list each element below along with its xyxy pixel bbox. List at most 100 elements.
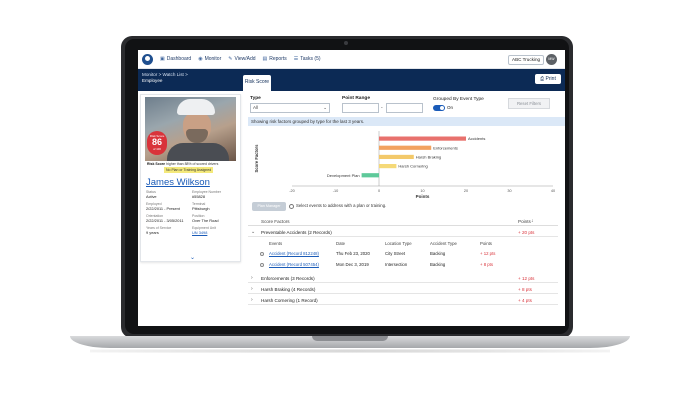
bar <box>379 154 414 160</box>
chevron-down-icon[interactable]: ⌄ <box>190 255 196 261</box>
field-years-of-service: Years of Service 9 years <box>146 226 192 235</box>
type-label: Type <box>250 96 261 101</box>
x-tick-label: 40 <box>551 189 555 193</box>
photo-shirt <box>167 143 229 161</box>
breadcrumb-path[interactable]: Monitor > Watch List > <box>142 72 188 77</box>
table-row-group[interactable]: › Harsh Cornering (1 Record) + 4 pts <box>248 295 558 305</box>
nav-view-add-label: View/Add <box>234 56 256 62</box>
bar <box>379 145 432 150</box>
plan-instructions: Select events to address with a plan or … <box>296 203 387 208</box>
photo-beard <box>186 129 208 143</box>
field-equipment-unit: Equipment Unit UN 3498 <box>192 226 238 235</box>
table-row-group[interactable]: ⌄ Preventable Accidents (2 Records) + 20… <box>248 227 558 237</box>
nav-monitor[interactable]: ◉ Monitor <box>198 56 221 62</box>
dashboard-icon: ▣ <box>160 56 165 62</box>
tab-risk-score[interactable]: Risk Score <box>243 75 271 91</box>
chevron-right-icon: › <box>251 286 253 292</box>
group-name: Harsh Braking (4 Records) <box>261 286 316 292</box>
grouped-toggle[interactable] <box>433 105 445 111</box>
nav-reports[interactable]: ▤ Reports <box>263 56 287 62</box>
risk-score-of: of 100 <box>153 147 161 151</box>
event-link[interactable]: Accident (Record 812248) <box>269 251 319 256</box>
view-add-icon: ✎ <box>228 56 233 62</box>
laptop-notch <box>312 336 388 341</box>
page-header: Monitor > Watch List > Employee Risk Sco… <box>138 69 565 91</box>
bar-label: Harsh Cornering <box>398 164 427 169</box>
grouped-label: Grouped By Event Type <box>433 97 484 102</box>
event-accident-type: Backing <box>430 251 446 256</box>
field-value: Over The Road <box>192 218 219 223</box>
equipment-unit-link[interactable]: UN 3498 <box>192 230 208 235</box>
type-select[interactable]: All ⌄ <box>250 103 330 113</box>
field-key: Terminal <box>192 202 206 206</box>
event-date: Mon Dec 3, 2019 <box>336 262 369 267</box>
reset-filters-button[interactable]: Reset Filters <box>508 98 550 109</box>
bar-label: Harsh Braking <box>416 154 441 159</box>
app-screen: ▣ Dashboard ◉ Monitor ✎ View/Add ▤ Reports ☰… <box>138 50 565 326</box>
table-row-group[interactable]: › Harsh Braking (4 Records) + 8 pts <box>248 284 558 294</box>
point-range-label: Point Range <box>342 96 370 101</box>
risk-score-label: Risk Score <box>149 134 165 138</box>
chevron-down-icon: ⌄ <box>323 105 327 110</box>
plan-manager-button[interactable]: Plan Manager <box>252 202 286 211</box>
field-value: Pittsburgh <box>192 206 210 211</box>
laptop-shadow <box>90 349 610 353</box>
sub-col-date: Date <box>336 241 346 246</box>
group-points: + 8 pts <box>518 286 532 292</box>
x-tick-label: 30 <box>507 189 511 193</box>
risk-note-prefix: Risk Score <box>147 162 166 166</box>
photo-cap <box>177 99 215 115</box>
y-axis-label: Score Factors <box>254 144 259 173</box>
x-tick-label: -10 <box>333 189 339 193</box>
camera-icon <box>344 41 348 45</box>
table-row[interactable]: Accident (Record 812248) Thu Feb 23, 202… <box>248 249 558 260</box>
score-factors-chart: -20 -10 0 10 20 30 40 Points Score Factors Accide… <box>248 128 565 200</box>
row-select-radio[interactable] <box>260 263 264 267</box>
logo-icon[interactable] <box>142 54 153 65</box>
avatar[interactable]: MW <box>546 54 557 65</box>
risk-score-badge: Risk Score 86 of 100 <box>147 131 167 155</box>
nav-dashboard[interactable]: ▣ Dashboard <box>160 56 191 62</box>
type-select-value: All <box>253 105 259 110</box>
event-location: City Street <box>385 251 406 256</box>
field-key: Employee Number <box>192 190 221 194</box>
group-points: + 4 pts <box>518 297 532 303</box>
field-status: Status Active <box>146 190 192 199</box>
nav-tasks[interactable]: ☰ Tasks (5) <box>294 56 321 62</box>
col-points[interactable]: Points <box>518 219 531 224</box>
select-events-radio[interactable] <box>289 204 294 209</box>
driver-photo: Risk Score 86 of 100 <box>145 97 236 161</box>
chevron-right-icon: › <box>251 275 253 281</box>
sort-arrow-icon[interactable]: ↓ <box>531 218 534 224</box>
bar-label: Enforcements <box>433 145 458 150</box>
group-name: Preventable Accidents (2 Records) <box>261 229 332 235</box>
row-select-radio[interactable] <box>260 252 264 256</box>
col-score-factors[interactable]: Score Factors <box>261 219 290 224</box>
field-orientation: Orientation 2/22/2011 - 3/05/2011 <box>146 214 192 223</box>
driver-fields: Status Active Employee Number #55828 Emplo… <box>146 190 238 235</box>
field-key: Status <box>146 190 156 194</box>
nav-monitor-label: Monitor <box>204 56 222 62</box>
print-button[interactable]: ⎙ Print <box>535 74 561 84</box>
field-key: Position <box>192 214 205 218</box>
company-selector[interactable]: ABC Trucking <box>508 55 545 65</box>
point-range-max-input[interactable] <box>386 103 423 113</box>
table-row-group[interactable]: › Enforcements (3 Records) + 12 pts <box>248 273 558 283</box>
field-value: #55828 <box>192 194 205 199</box>
breadcrumb[interactable]: Monitor > Watch List > Employee <box>142 72 188 84</box>
risk-score-value: 86 <box>151 137 162 147</box>
event-link[interactable]: Accident (Record 507454) <box>269 262 319 267</box>
field-value: 2/22/2011 - Present <box>146 206 180 211</box>
sub-col-accident: Accident Type <box>430 241 457 246</box>
event-points: + 12 pts <box>480 251 496 256</box>
driver-name-link[interactable]: James Wilkson <box>146 177 210 188</box>
info-bar: Showing risk factors grouped by type for… <box>248 117 565 126</box>
point-range-min-input[interactable] <box>342 103 379 113</box>
field-value: 9 years <box>146 230 159 235</box>
group-name: Enforcements (3 Records) <box>261 275 315 281</box>
chevron-down-icon: ⌄ <box>251 229 256 235</box>
nav-view-add[interactable]: ✎ View/Add <box>228 56 255 62</box>
sub-col-events: Events <box>269 241 283 246</box>
range-separator: - <box>381 105 383 111</box>
table-row[interactable]: Accident (Record 507454) Mon Dec 3, 2019… <box>248 260 558 271</box>
